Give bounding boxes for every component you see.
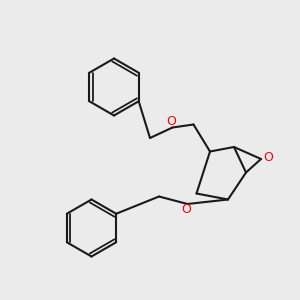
Text: O: O xyxy=(264,151,273,164)
Text: O: O xyxy=(167,115,176,128)
Text: O: O xyxy=(181,203,191,216)
